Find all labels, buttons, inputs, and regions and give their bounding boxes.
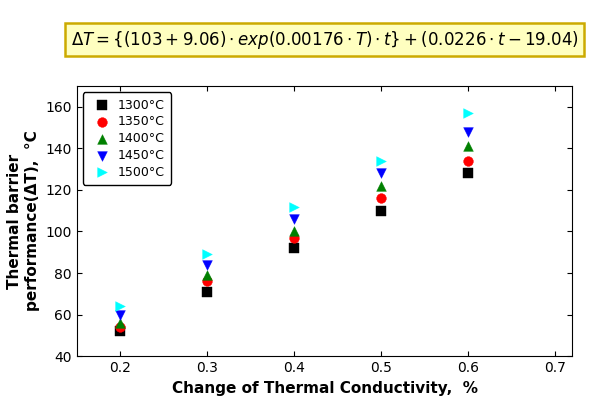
Text: $\Delta T = \{(103 + 9.06) \cdot \mathit{exp}(0.00176 \cdot T) \cdot t\} + (0.02: $\Delta T = \{(103 + 9.06) \cdot \mathit… bbox=[71, 28, 578, 51]
1500°C bbox=[202, 251, 212, 258]
1300°C bbox=[289, 245, 299, 251]
1450°C bbox=[116, 311, 125, 318]
1400°C bbox=[463, 143, 473, 150]
1450°C bbox=[376, 170, 386, 177]
1500°C bbox=[116, 303, 125, 310]
1500°C bbox=[289, 203, 299, 210]
1450°C bbox=[202, 261, 212, 268]
1300°C bbox=[376, 207, 386, 214]
1400°C bbox=[116, 320, 125, 326]
1300°C bbox=[202, 288, 212, 295]
X-axis label: Change of Thermal Conductivity,  %: Change of Thermal Conductivity, % bbox=[172, 380, 477, 396]
1350°C bbox=[289, 234, 299, 241]
1300°C bbox=[463, 170, 473, 177]
1400°C bbox=[289, 228, 299, 235]
1400°C bbox=[202, 272, 212, 279]
1500°C bbox=[463, 110, 473, 116]
1450°C bbox=[289, 216, 299, 222]
1500°C bbox=[376, 158, 386, 164]
Legend: 1300°C, 1350°C, 1400°C, 1450°C, 1500°C: 1300°C, 1350°C, 1400°C, 1450°C, 1500°C bbox=[83, 92, 171, 185]
1300°C bbox=[116, 328, 125, 334]
1350°C bbox=[463, 158, 473, 164]
1350°C bbox=[376, 195, 386, 202]
1400°C bbox=[376, 182, 386, 189]
1350°C bbox=[202, 278, 212, 285]
1450°C bbox=[463, 128, 473, 135]
1350°C bbox=[116, 324, 125, 331]
Y-axis label: Thermal barrier
performance(ΔT),  °C: Thermal barrier performance(ΔT), °C bbox=[8, 131, 40, 311]
